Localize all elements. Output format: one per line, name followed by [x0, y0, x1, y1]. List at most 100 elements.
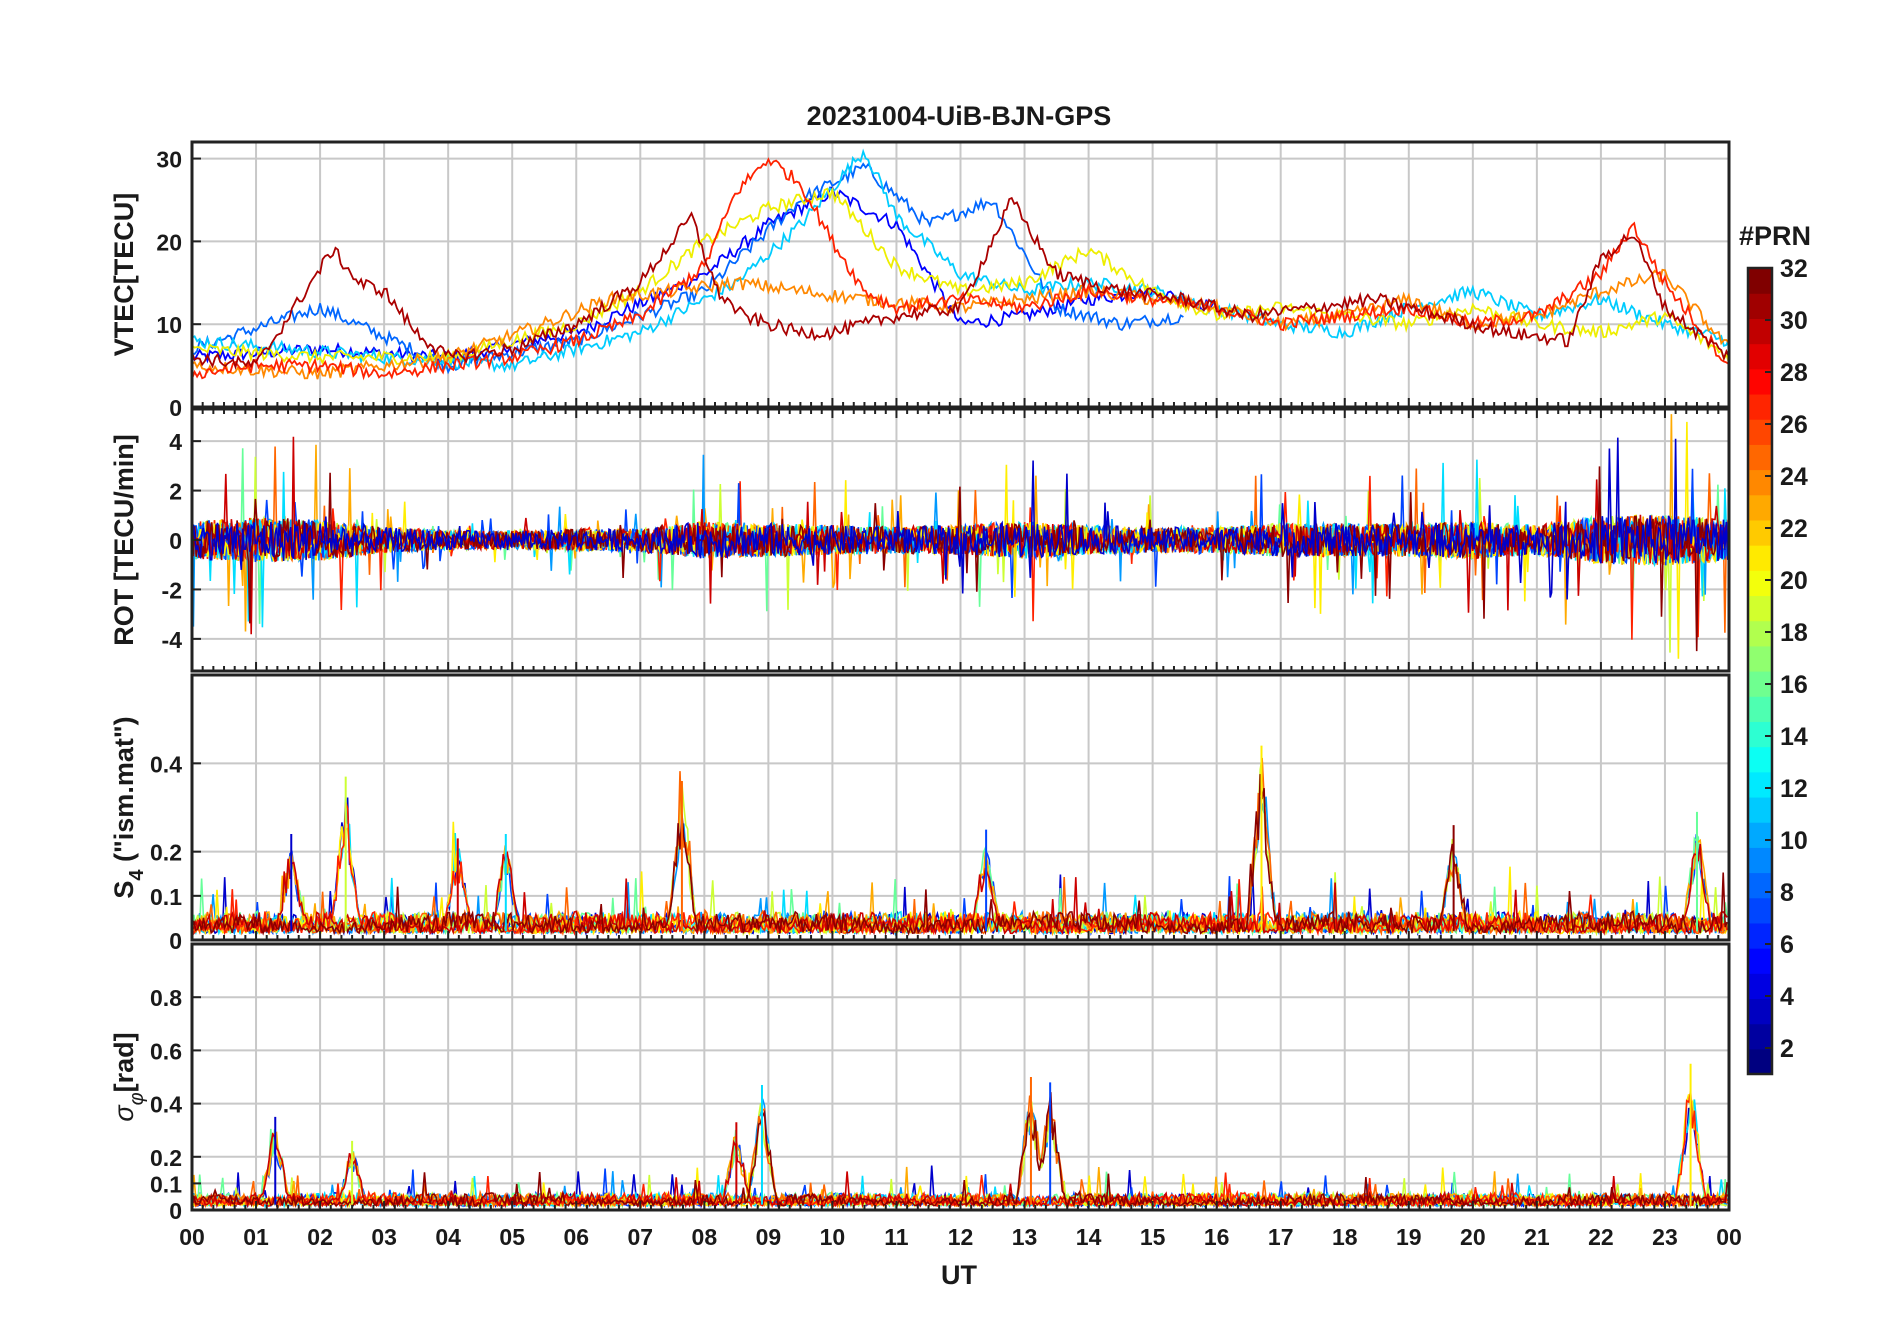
colorbar-segment: [1748, 872, 1772, 899]
colorbar-title: #PRN: [1739, 221, 1811, 251]
x-tick-label: 02: [307, 1224, 333, 1250]
y-tick-label: 0: [169, 528, 182, 554]
s4-trace-9: [192, 801, 1728, 937]
y-axis-label-rot: ROT [TECU/min]: [109, 434, 139, 645]
x-tick-label: 23: [1652, 1224, 1678, 1250]
colorbar-segment: [1748, 419, 1772, 445]
colorbar-segment: [1748, 595, 1772, 622]
colorbar-segment: [1748, 645, 1772, 672]
x-tick-label: 13: [1012, 1224, 1038, 1250]
colorbar-segment: [1748, 293, 1772, 319]
y-label-rest: ("ism.mat"): [109, 716, 139, 869]
colorbar-segment: [1748, 771, 1772, 798]
y-tick-label: -4: [162, 627, 183, 653]
plot-area-rot: [192, 414, 1729, 659]
colorbar-segment: [1748, 696, 1772, 722]
y-axis-label-s4: S4 ("ism.mat"): [109, 716, 148, 898]
x-tick-label: 10: [820, 1224, 846, 1250]
colorbar-tick-label: 14: [1780, 723, 1808, 751]
x-tick-label: 08: [692, 1224, 718, 1250]
colorbar-segment: [1748, 545, 1772, 571]
colorbar-tick-label: 32: [1780, 255, 1808, 283]
colorbar-frame: [1746, 266, 1774, 1076]
y-tick-label: 20: [156, 229, 182, 255]
colorbar-tick-label: 28: [1780, 359, 1808, 387]
y-tick-label: 0.4: [150, 1092, 182, 1118]
y-axis-label-sigma_phi: σφ[rad]: [109, 1032, 148, 1121]
x-tick-label: 21: [1524, 1224, 1550, 1250]
colorbar-segment: [1748, 519, 1772, 546]
panel-s4: 00.10.20.4S4 ("ism.mat"): [109, 673, 1731, 954]
colorbar-tick-label: 12: [1780, 775, 1808, 803]
y-tick-label: 0: [169, 928, 182, 954]
colorbar-tick-label: 4: [1780, 983, 1794, 1011]
colorbar-segment: [1748, 268, 1772, 294]
colorbar-segment: [1748, 1023, 1772, 1050]
colorbar-tick-label: 22: [1780, 515, 1808, 543]
x-tick-label: 06: [563, 1224, 589, 1250]
colorbar-segment: [1748, 822, 1772, 848]
y-tick-label: 0.1: [150, 884, 182, 910]
colorbar-tick-label: 20: [1780, 567, 1808, 595]
s4-trace-11: [192, 774, 1728, 937]
colorbar-segment: [1748, 318, 1772, 345]
y-label-sub: 4: [126, 869, 148, 881]
x-tick-label: 17: [1268, 1224, 1294, 1250]
colorbar-segment: [1748, 721, 1772, 748]
colorbar-segment: [1748, 1048, 1772, 1075]
y-tick-label: 10: [156, 312, 182, 338]
x-tick-label: 20: [1460, 1224, 1486, 1250]
y-tick-label: 0: [169, 1198, 182, 1224]
series-prn-31: [192, 196, 1729, 371]
y-axis-label-vtec: VTEC[TECU]: [109, 193, 139, 357]
x-tick-label: 07: [627, 1224, 653, 1250]
colorbar-tick-label: 24: [1780, 463, 1808, 491]
y-tick-label: 0: [169, 395, 182, 421]
x-tick-label: 00: [179, 1224, 205, 1250]
colorbar-tick-label: 30: [1780, 307, 1808, 335]
colorbar-segment: [1748, 469, 1772, 496]
plot-area-vtec: [192, 148, 1729, 381]
x-tick-label: 15: [1140, 1224, 1166, 1250]
x-tick-label: 00: [1716, 1224, 1742, 1250]
y-label-main: S: [109, 881, 139, 899]
colorbar-segment: [1748, 620, 1772, 647]
x-tick-label: 19: [1396, 1224, 1422, 1250]
colorbar-tick-label: 16: [1780, 671, 1808, 699]
y-tick-label: 0.8: [150, 985, 182, 1011]
colorbar-tick-label: 18: [1780, 619, 1808, 647]
colorbar-segment: [1748, 948, 1772, 974]
figure-title: 20231004-UiB-BJN-GPS: [807, 101, 1112, 131]
x-tick-label: 11: [884, 1224, 909, 1250]
colorbar-segment: [1748, 746, 1772, 773]
x-tick-label: 18: [1332, 1224, 1358, 1250]
x-tick-label: 16: [1204, 1224, 1230, 1250]
x-tick-label: 01: [243, 1224, 269, 1250]
y-tick-label: 0.2: [150, 1145, 182, 1171]
colorbar-segment: [1748, 973, 1772, 1000]
y-tick-label: 0.1: [150, 1171, 182, 1197]
x-tick-label: 05: [499, 1224, 525, 1250]
y-label-rest: [rad]: [109, 1032, 139, 1092]
x-tick-label: 14: [1076, 1224, 1102, 1250]
series-prn-11: [192, 148, 1729, 374]
colorbar-segment: [1748, 343, 1772, 370]
panel-sigma_phi: 00.10.2 0.4 0.6 0.8σφ[rad]: [109, 942, 1731, 1224]
y-tick-label: 0.6: [150, 1038, 182, 1064]
colorbar-tick-label: 10: [1780, 827, 1808, 855]
colorbar-tick-label: 8: [1780, 879, 1794, 907]
y-tick-label: 2: [169, 479, 182, 505]
y-tick-label: 30: [156, 147, 182, 173]
rot-trace-11: [192, 437, 1729, 600]
colorbar-segment: [1748, 897, 1772, 924]
colorbar-tick-label: 6: [1780, 931, 1794, 959]
panel-vtec: 0 10 20 30 VTEC[TECU]: [109, 140, 1731, 421]
colorbar-segment: [1748, 570, 1772, 597]
colorbar-segment: [1748, 998, 1772, 1025]
x-tick-label: 09: [756, 1224, 782, 1250]
y-tick-label: 0.4: [150, 751, 182, 777]
x-tick-label: 04: [435, 1224, 461, 1250]
